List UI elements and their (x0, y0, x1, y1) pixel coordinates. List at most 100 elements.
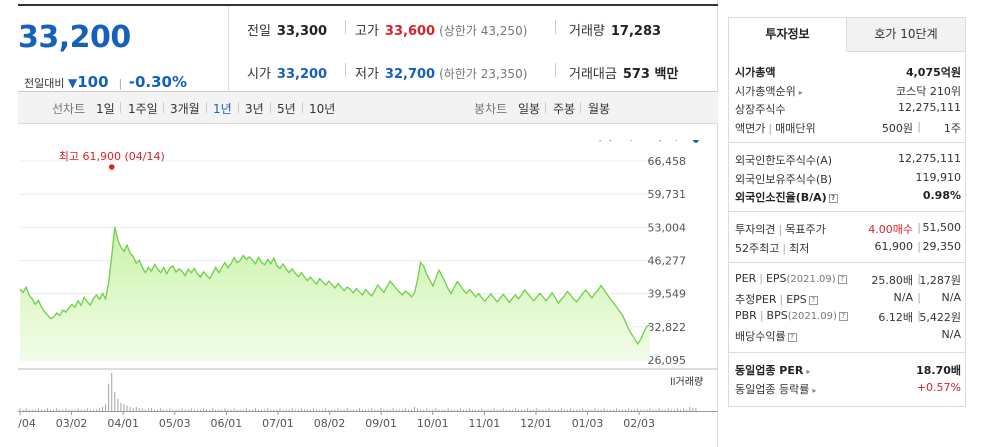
volume-bar (518, 409, 519, 411)
volume-bar (472, 409, 474, 411)
volume-bar (117, 398, 119, 411)
volume-bar (264, 409, 266, 411)
volume-bar (640, 409, 642, 411)
volume-bar (196, 409, 198, 411)
info-key: PER | EPS(2021.09)? (735, 272, 847, 285)
x-tick-label: 07/01 (262, 417, 294, 430)
volume-bar (47, 408, 48, 411)
info-key[interactable]: 동일업종 PER ▸ (735, 364, 811, 377)
y-tick-label: 32,822 (648, 321, 687, 334)
help-icon[interactable]: ? (808, 295, 818, 305)
y-tick-label: 59,731 (648, 188, 687, 201)
info-value: 12,275,111 (898, 101, 961, 114)
value-separator: | (917, 239, 921, 253)
tab-10y[interactable]: 10년 (309, 102, 336, 116)
volume-bar (649, 408, 651, 411)
volume-bar (597, 409, 599, 411)
open-price: 시가 33,200 (247, 67, 328, 82)
volume-bar (325, 408, 327, 411)
info-key[interactable]: 시가총액순위 ▸ (735, 84, 803, 98)
low-point (693, 140, 699, 143)
info-key: 시가총액 (735, 66, 776, 79)
info-value: 61,900 (874, 239, 914, 253)
volume-bar (453, 409, 455, 411)
help-icon[interactable]: ? (837, 275, 847, 284)
tab-1d[interactable]: 1일 (96, 102, 115, 116)
volume-bar (462, 409, 464, 411)
volume-bar (141, 408, 143, 411)
price-table: 전일 33,300 고가 33,600 (상한가 43,250) 거래량 17,283 … (228, 6, 718, 92)
volume-bar (53, 409, 55, 411)
volume-bar (74, 409, 76, 411)
volume-bar (328, 409, 330, 411)
volume-bar (386, 409, 388, 411)
value-separator: | (917, 309, 921, 322)
volume-bar (389, 409, 391, 411)
volume-bar (527, 408, 529, 411)
volume-bar (417, 408, 419, 411)
x-tick-label: 11/01 (469, 417, 501, 430)
volume-bar (395, 409, 397, 411)
y-tick-label: 39,549 (648, 288, 687, 301)
volume-bar (521, 409, 523, 411)
tab-1y[interactable]: 1년 (213, 102, 232, 116)
volume-bar (545, 409, 547, 411)
info-value: 18.70배 (916, 364, 961, 377)
tab-5y[interactable]: 5년 (277, 102, 296, 116)
volume-bar (190, 408, 192, 411)
volume-bar (487, 409, 489, 411)
volume-bar (603, 408, 605, 411)
tab-3m[interactable]: 3개월 (170, 102, 200, 116)
info-row: 추정PER | EPS? N/A | N/A (735, 289, 961, 307)
info-row: 외국인보유주식수(B) 119,910 (735, 169, 961, 187)
x-tick-label: 08/02 (314, 417, 346, 430)
volume-bar (456, 409, 458, 411)
info-value-2: N/A (941, 290, 961, 304)
volume-bar (322, 409, 324, 411)
help-icon[interactable]: ? (828, 194, 838, 203)
tab-investment-info[interactable]: 투자정보 (729, 18, 847, 52)
info-key: 상장주식수 (735, 103, 786, 116)
volume-bar (334, 409, 336, 411)
info-row: 배당수익률? N/A (735, 326, 961, 344)
tab-order-book[interactable]: 호가 10단계 (847, 18, 965, 52)
volume-bar (573, 409, 574, 411)
volume-bar (689, 406, 691, 411)
volume-bar (499, 409, 501, 411)
info-key[interactable]: 동일업종 등락률 ▸ (735, 382, 817, 396)
volume-bar (303, 409, 305, 411)
volume-bar (120, 402, 122, 411)
volume-bar (31, 409, 33, 411)
volume-bar (542, 409, 544, 411)
tab-weekly[interactable]: 주봉 (553, 102, 576, 116)
help-icon[interactable]: ? (838, 312, 848, 321)
volume-bar (664, 409, 666, 411)
volume-bar (282, 409, 284, 411)
volume-bar (285, 409, 287, 411)
tab-1w[interactable]: 1주일 (128, 102, 158, 116)
chevron-right-icon: ▸ (812, 385, 817, 395)
volume-bar (233, 408, 235, 411)
info-value-2: 29,350 (922, 239, 962, 253)
x-tick-label: 12/01 (520, 417, 552, 430)
volume-bar (539, 409, 541, 411)
help-icon[interactable]: ? (787, 332, 797, 342)
volume-bar (570, 408, 571, 411)
tab-monthly[interactable]: 월봉 (588, 102, 611, 116)
x-tick-label: 09/01 (365, 417, 397, 430)
volume-bar (89, 409, 91, 411)
info-key: 52주최고 | 최저 (735, 241, 810, 255)
volume-bar (637, 408, 639, 411)
tab-3y[interactable]: 3년 (245, 102, 264, 116)
volume-bar (307, 409, 308, 411)
y-tick-label: 53,004 (648, 221, 687, 234)
volume-bar (622, 409, 623, 411)
volume-bar (670, 409, 672, 411)
volume-bar (154, 409, 156, 411)
volume-bar (96, 409, 97, 411)
volume-bar (695, 408, 697, 411)
tab-daily[interactable]: 일봉 (518, 102, 541, 116)
change-amount: 100 (77, 73, 109, 91)
price-row-2: 시가 33,200 저가 32,700 (하한가 23,350) 거래대금 573 백만 (229, 49, 719, 92)
info-section (729, 142, 965, 143)
